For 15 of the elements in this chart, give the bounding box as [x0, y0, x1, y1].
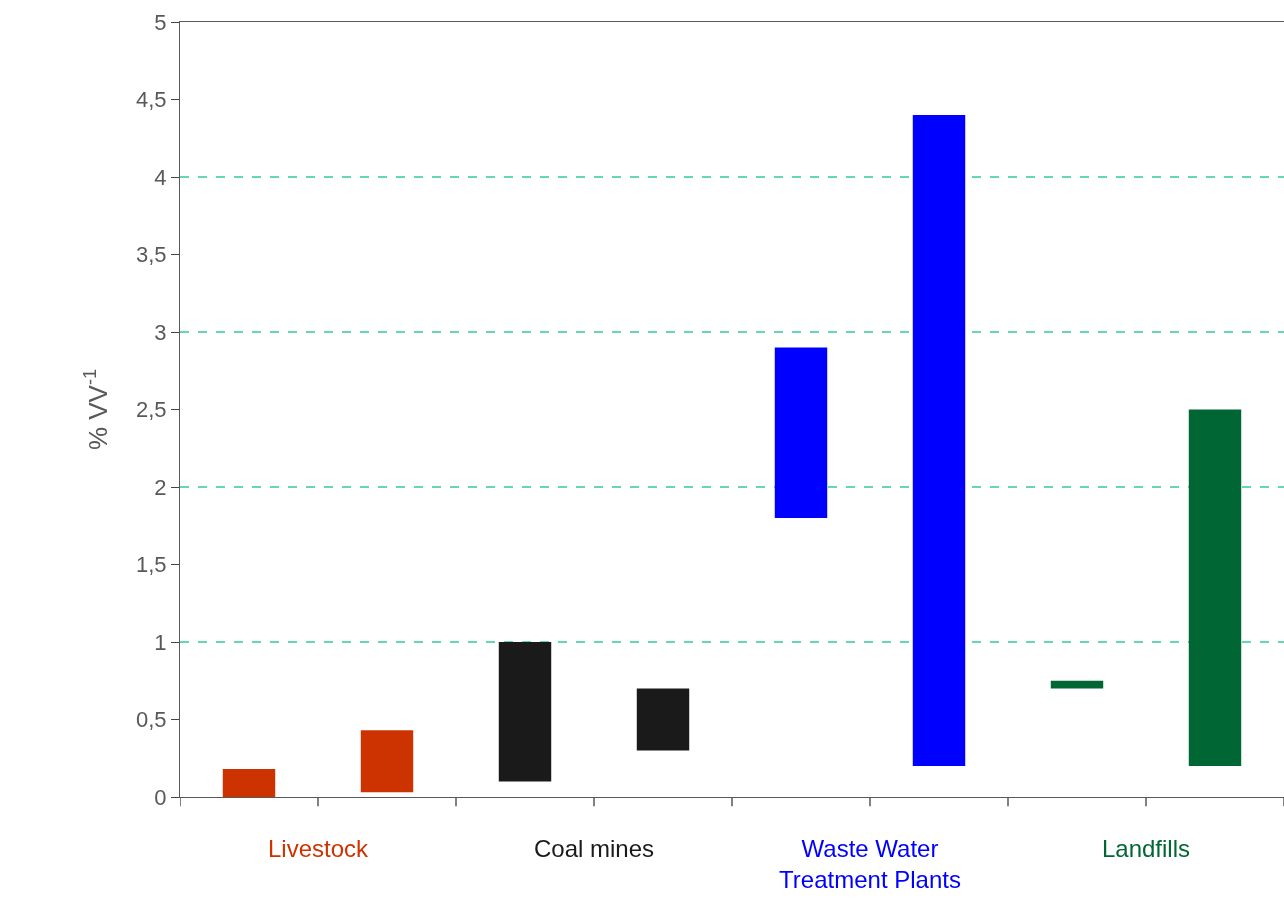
y-tick-label: 0,5	[136, 707, 167, 733]
y-tick-label: 3,5	[136, 242, 167, 268]
x-tick-label: Landfills	[1101, 834, 1191, 862]
y-tick-label: 1	[154, 629, 167, 655]
y-tick-label: 1,5	[136, 552, 167, 578]
x-tick-label: Livestock	[267, 834, 370, 862]
x-tick-label: Coal mines	[533, 834, 655, 862]
y-tick-label: 2,5	[136, 397, 167, 423]
x-tick-label: Waste Water Treatment Plants	[779, 834, 961, 893]
y-tick-label: 4,5	[136, 87, 167, 113]
y-tick-label: 2	[154, 474, 167, 500]
y-tick-label: 0	[154, 784, 167, 810]
y-tick-label: 5	[154, 9, 167, 35]
y-tick-label: 4	[154, 164, 167, 190]
y-tick-label: 3	[154, 319, 167, 345]
